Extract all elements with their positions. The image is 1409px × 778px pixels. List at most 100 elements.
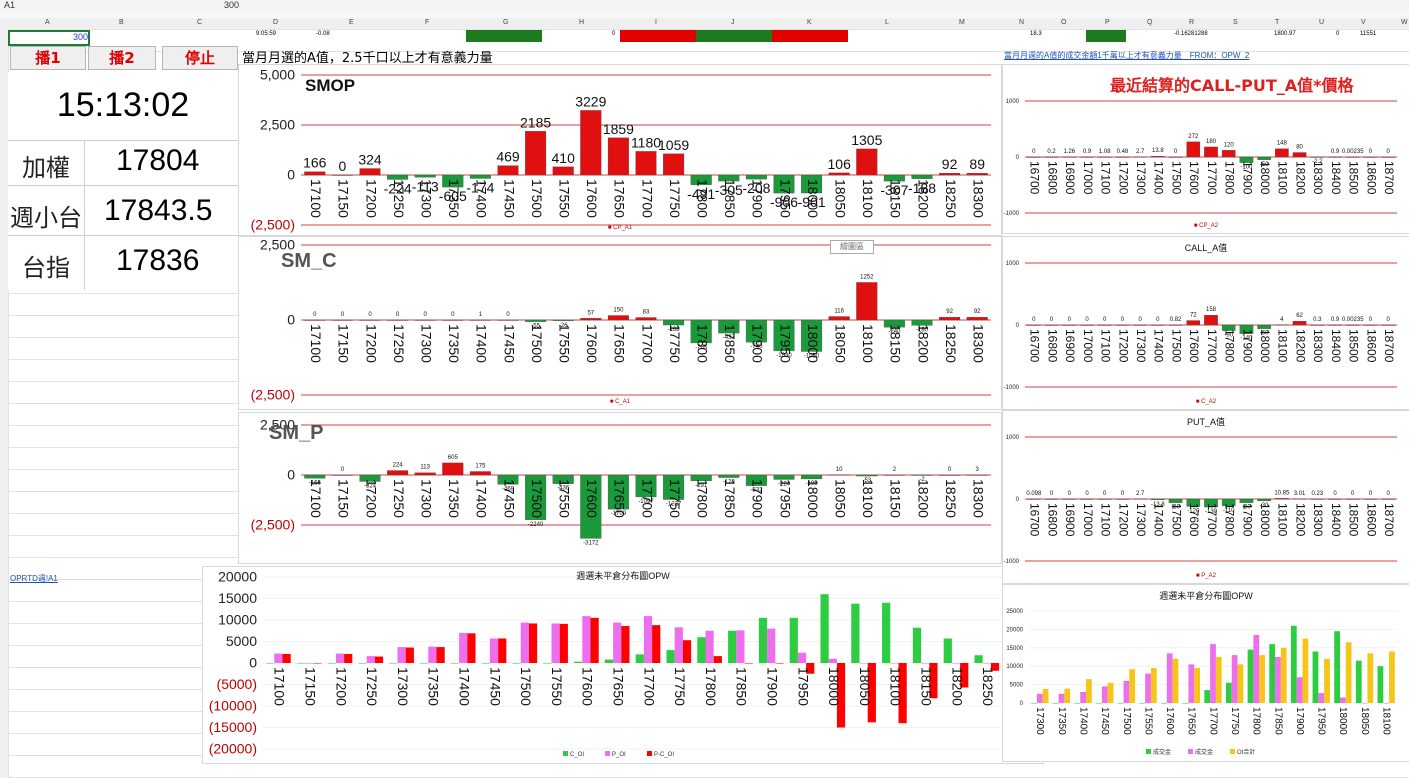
bar bbox=[1188, 664, 1195, 703]
y-tick-label: 0 bbox=[1016, 323, 1020, 329]
taiex-label: 加權 bbox=[22, 154, 70, 182]
data-label: -2240 bbox=[528, 522, 544, 528]
data-label: -26 bbox=[559, 323, 568, 329]
column-header-u[interactable]: U bbox=[1319, 19, 1325, 26]
data-label: 1.26 bbox=[1063, 149, 1075, 155]
chart-call-a[interactable]: 1000 0 -1000 0 0 0 0 0 0 0 0 0.82 72 158 -90 -140 -60 4 62… bbox=[1002, 236, 1409, 410]
x-tick-label: 17100 bbox=[1099, 329, 1113, 363]
play1-button[interactable]: 播1 bbox=[10, 46, 86, 70]
oprtd-link[interactable]: OPRTD週!A1 bbox=[10, 574, 58, 583]
column-header-k[interactable]: K bbox=[807, 19, 812, 26]
column-header-g[interactable]: G bbox=[503, 19, 509, 26]
cell-a1[interactable]: 300 bbox=[8, 30, 90, 46]
bar bbox=[882, 602, 891, 663]
column-header-r[interactable]: R bbox=[1189, 19, 1195, 26]
data-label: 3229 bbox=[575, 93, 606, 109]
data-label: 148 bbox=[1277, 141, 1288, 147]
column-header-f[interactable]: F bbox=[425, 19, 430, 26]
column-header-w[interactable]: W bbox=[1401, 19, 1408, 26]
x-tick-label: 17450 bbox=[487, 667, 503, 706]
chart-smop[interactable]: 5,000 2,500 0 (2,500) 166 0 324 -224 -113 -605 -17… bbox=[238, 64, 1002, 236]
formula-input[interactable]: 300 bbox=[224, 0, 240, 10]
data-label: 1859 bbox=[603, 121, 634, 137]
chart-sm-c[interactable]: 2,500 0 (2,500) 0 0 0 0 0 0 1 0 -55 -26 57 150 83 -168 -7… bbox=[238, 236, 1002, 410]
y-tick-label: (2,500) bbox=[251, 387, 295, 403]
column-header-m[interactable]: M bbox=[959, 19, 965, 26]
data-label: 1 bbox=[479, 312, 483, 318]
bar bbox=[359, 168, 381, 176]
data-label: 62 bbox=[1296, 313, 1303, 319]
chart-opw-turnover[interactable]: 25000 20000 15000 10000 5000 0 17300 17350 17400… bbox=[1002, 584, 1409, 762]
bar bbox=[1312, 651, 1319, 703]
x-tick-label: 17100 bbox=[1099, 503, 1113, 537]
column-header-s[interactable]: S bbox=[1233, 19, 1238, 26]
bar bbox=[912, 627, 922, 663]
data-label: 0.00235 bbox=[1342, 149, 1364, 155]
formula-bar-gap bbox=[0, 10, 1409, 18]
chart-title: SM_C bbox=[281, 250, 337, 272]
x-tick-label: 16800 bbox=[1045, 329, 1059, 363]
column-header-e[interactable]: E bbox=[349, 19, 354, 26]
column-header-a[interactable]: A bbox=[45, 19, 50, 26]
bar bbox=[867, 663, 876, 723]
column-header-o[interactable]: O bbox=[1061, 19, 1067, 26]
x-tick-label: 17500 bbox=[1169, 503, 1183, 537]
x-tick-label: 17400 bbox=[474, 179, 490, 218]
x-tick-label: 18150 bbox=[918, 667, 934, 706]
column-header-i[interactable]: I bbox=[655, 19, 657, 26]
column-header-h[interactable]: H bbox=[579, 19, 585, 26]
x-tick-label: 18250 bbox=[980, 667, 996, 706]
data-label: 0 bbox=[1032, 317, 1036, 323]
column-header-n[interactable]: N bbox=[1019, 19, 1025, 26]
x-tick-label: 18200 bbox=[1293, 161, 1307, 195]
data-label: 106 bbox=[828, 156, 852, 172]
x-tick-label: 18000 bbox=[805, 479, 821, 518]
tx-label: 台指 bbox=[22, 254, 70, 282]
chart-title: 週選未平倉分布圖OPW bbox=[576, 570, 670, 581]
bar bbox=[442, 174, 464, 188]
bar bbox=[960, 663, 969, 688]
data-label: 0 bbox=[1156, 317, 1160, 323]
bar bbox=[1328, 498, 1342, 500]
column-header-t[interactable]: T bbox=[1275, 19, 1280, 26]
cell-n1: 18.3 bbox=[1030, 31, 1042, 37]
column-header-c[interactable]: C bbox=[197, 19, 203, 26]
column-header-p[interactable]: P bbox=[1105, 19, 1110, 26]
data-label: 0 bbox=[1068, 317, 1072, 323]
data-label: -13.8 bbox=[1151, 502, 1165, 508]
name-box[interactable]: A1 bbox=[4, 0, 16, 10]
x-tick-label: 17700 bbox=[641, 667, 657, 706]
x-tick-label: 18000 bbox=[805, 179, 821, 218]
column-header-b[interactable]: B bbox=[119, 19, 124, 26]
data-label: 113 bbox=[420, 465, 430, 471]
x-tick-label: 18100 bbox=[1276, 329, 1290, 363]
weekly-mini-value: 17843.5 bbox=[104, 194, 213, 227]
data-label: 0 bbox=[1050, 491, 1054, 497]
stop-button[interactable]: 停止 bbox=[162, 46, 238, 70]
chart-cp-a2[interactable]: 1000 0 -1000 0 0.2 1.26 0.9 1.08 0.48 2.7 13.8 0 272… bbox=[1002, 64, 1409, 234]
x-tick-label: 17800 bbox=[703, 667, 719, 706]
play2-button[interactable]: 播2 bbox=[88, 46, 156, 70]
data-label: -30 bbox=[1260, 503, 1269, 509]
note-right-link[interactable]: 當月月週的A值的成交金額1千萬以上才有意義力量 FROM：OPW_2 bbox=[1004, 51, 1250, 60]
column-header-j[interactable]: J bbox=[731, 19, 735, 26]
chart-sm-p[interactable]: 2,500 0 (2,500) -166 0 -324 224 113 605 175 -469 -2… bbox=[238, 412, 1002, 564]
x-tick-label: 17750 bbox=[667, 479, 683, 518]
column-header-v[interactable]: V bbox=[1361, 19, 1366, 26]
bar bbox=[1052, 703, 1059, 704]
chart-put-a[interactable]: 1000 0 -1000 0.098 0 0 0 0 0 2.7 -13.8 -60 -120 -130-… bbox=[1002, 410, 1409, 584]
bar bbox=[543, 663, 552, 664]
column-header-l[interactable]: L bbox=[885, 19, 889, 26]
bar bbox=[966, 173, 988, 176]
bar bbox=[1080, 498, 1094, 500]
x-tick-label: 17800 bbox=[694, 479, 710, 518]
data-label: 0 bbox=[396, 312, 400, 318]
column-header-q[interactable]: Q bbox=[1147, 19, 1153, 26]
x-tick-label: 17700 bbox=[1205, 329, 1219, 363]
x-tick-label: 17850 bbox=[722, 479, 738, 518]
cell-k1-red bbox=[772, 30, 848, 42]
column-header-d[interactable]: D bbox=[273, 19, 279, 26]
bar bbox=[943, 638, 952, 663]
chart-opw-oi[interactable]: 20000 15000 10000 5000 0 (5000) (10000) (15000)… bbox=[202, 566, 1044, 764]
data-label: -224 bbox=[384, 180, 412, 196]
